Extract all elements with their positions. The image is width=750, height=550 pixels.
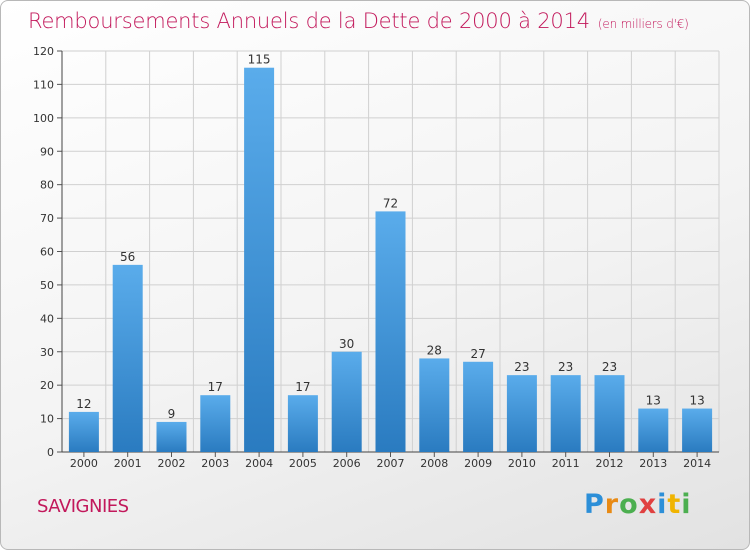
x-tick-label-2000: 2000: [70, 457, 98, 470]
value-label-2014: 13: [689, 394, 704, 408]
proxiti-logo: Proxiti: [584, 489, 692, 520]
labels: 0 10 20 30 40 50 60 70 80 90 100 110 120 12 2000 56 2001…: [33, 45, 711, 470]
bars: [68, 67, 713, 452]
value-label-2005: 17: [295, 380, 310, 394]
y-tick-label: 30: [40, 346, 54, 359]
bar-2007: [375, 211, 406, 452]
y-tick-label: 50: [40, 279, 54, 292]
bar-2001: [112, 264, 143, 452]
value-label-2000: 12: [76, 397, 91, 411]
value-label-2004: 115: [248, 53, 271, 67]
y-tick-label: 0: [47, 446, 54, 459]
y-tick-label: 40: [40, 312, 54, 325]
value-label-2009: 27: [470, 347, 485, 361]
y-tick-label: 110: [33, 78, 54, 91]
value-label-2007: 72: [383, 196, 398, 210]
town-name: SAVIGNIES: [37, 496, 129, 517]
x-tick-label-2001: 2001: [114, 457, 142, 470]
x-tick-label-2014: 2014: [683, 457, 711, 470]
y-tick-label: 90: [40, 145, 54, 158]
value-label-2001: 56: [120, 250, 135, 264]
title-text: Remboursements Annuels de la Dette de 20…: [28, 9, 590, 33]
x-tick-label-2002: 2002: [158, 457, 186, 470]
y-tick-label: 20: [40, 379, 54, 392]
bar-2000: [68, 411, 99, 452]
value-label-2010: 23: [514, 360, 529, 374]
y-tick-label: 70: [40, 212, 54, 225]
bar-2013: [638, 408, 669, 452]
x-tick-label-2004: 2004: [245, 457, 273, 470]
y-tick-label: 60: [40, 246, 54, 259]
value-label-2002: 9: [168, 407, 176, 421]
chart-title: Remboursements Annuels de la Dette de 20…: [28, 9, 689, 33]
x-tick-label-2013: 2013: [639, 457, 667, 470]
y-tick-label: 100: [33, 112, 54, 125]
bar-2006: [331, 351, 362, 452]
value-label-2003: 17: [208, 380, 223, 394]
bar-2004: [244, 67, 275, 452]
x-tick-label-2009: 2009: [464, 457, 492, 470]
x-tick-label-2008: 2008: [420, 457, 448, 470]
bar-2005: [287, 395, 318, 452]
bar-2002: [156, 421, 187, 452]
bar-2014: [682, 408, 713, 452]
y-tick-label: 10: [40, 413, 54, 426]
value-label-2011: 23: [558, 360, 573, 374]
x-tick-label-2003: 2003: [201, 457, 229, 470]
value-label-2008: 28: [427, 343, 442, 357]
bar-2009: [463, 361, 494, 452]
x-tick-label-2007: 2007: [377, 457, 405, 470]
bar-2011: [550, 375, 581, 452]
x-tick-label-2012: 2012: [596, 457, 624, 470]
unit-label: (en milliers d'€): [597, 17, 689, 31]
bar-2010: [506, 375, 537, 452]
x-tick-label-2006: 2006: [333, 457, 361, 470]
bar-2008: [419, 358, 450, 452]
x-tick-label-2010: 2010: [508, 457, 536, 470]
bar-2012: [594, 375, 625, 452]
value-label-2013: 13: [646, 394, 661, 408]
x-tick-label-2011: 2011: [552, 457, 580, 470]
y-tick-label: 80: [40, 179, 54, 192]
y-tick-label: 120: [33, 45, 54, 58]
value-label-2012: 23: [602, 360, 617, 374]
x-tick-label-2005: 2005: [289, 457, 317, 470]
value-label-2006: 30: [339, 337, 354, 351]
bar-2003: [200, 395, 231, 452]
